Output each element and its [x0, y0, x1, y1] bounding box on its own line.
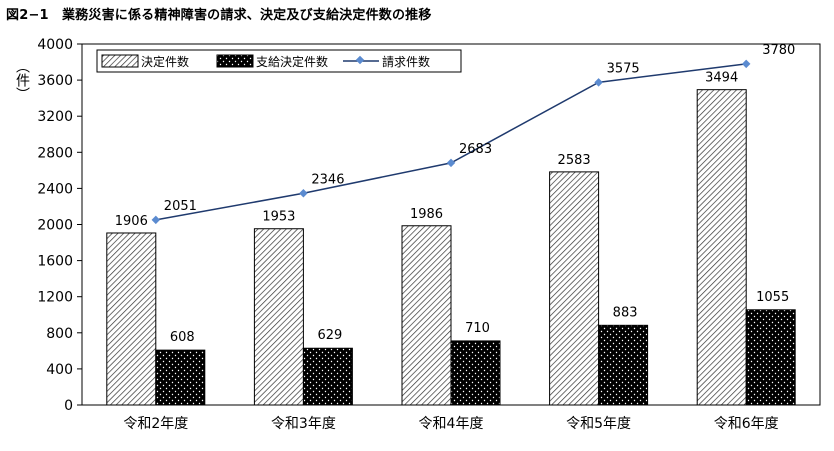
- y-tick-label: 3200: [37, 109, 73, 125]
- y-tick-label: 1600: [37, 254, 73, 270]
- data-label-payment: 710: [465, 321, 490, 336]
- legend-swatch-decision: [101, 54, 139, 68]
- data-label-decision: 1906: [115, 214, 148, 229]
- request-point: [446, 158, 456, 168]
- bar-decision: [549, 171, 600, 406]
- legend-marker-request: [355, 55, 365, 65]
- data-labels: 1906 608 1953 629 1986 710 2583 883 3494 1055 2051…: [115, 43, 796, 345]
- data-label-payment: 608: [170, 330, 195, 345]
- y-tick-label: 0: [64, 398, 73, 414]
- y-tick-label: 1200: [37, 290, 73, 306]
- y-tick-label: 2800: [37, 145, 73, 161]
- data-label-request: 2051: [164, 199, 197, 214]
- bar-decision: [401, 225, 452, 406]
- x-category-label: 令和4年度: [419, 416, 484, 432]
- data-label-payment: 883: [613, 305, 638, 320]
- data-label-decision: 1986: [410, 207, 443, 222]
- x-axis: 令和2年度 令和3年度 令和4年度 令和5年度 令和6年度: [123, 416, 778, 432]
- x-category-label: 令和5年度: [566, 416, 631, 432]
- data-label-request: 3575: [607, 61, 640, 76]
- bar-decision: [696, 89, 747, 406]
- data-label-request: 2683: [459, 142, 492, 157]
- bar-decision: [253, 228, 304, 406]
- y-tick-label: 4000: [37, 37, 73, 53]
- bar-payment: [450, 340, 501, 406]
- x-category-label: 令和6年度: [714, 416, 779, 432]
- legend-label-payment: 支給決定件数: [256, 54, 328, 69]
- request-point: [151, 215, 161, 225]
- request-point: [594, 78, 603, 87]
- data-label-payment: 1055: [756, 290, 789, 305]
- bar-payment: [598, 324, 649, 406]
- y-tick-label: 2400: [37, 181, 73, 197]
- request-point: [299, 189, 308, 198]
- x-category-label: 令和2年度: [123, 416, 188, 432]
- request-line: [151, 59, 751, 225]
- bar-payment: [302, 347, 353, 406]
- data-label-payment: 629: [317, 328, 342, 343]
- bar-payment: [155, 349, 206, 406]
- bar-payment: [745, 309, 796, 406]
- legend-swatch-payment: [216, 54, 254, 68]
- chart-title: 図2−1 業務災害に係る精神障害の請求、決定及び支給決定件数の推移: [6, 8, 432, 23]
- x-category-label: 令和3年度: [271, 416, 336, 432]
- data-label-request: 3780: [762, 43, 795, 58]
- y-axis-label: （件）: [14, 59, 30, 101]
- y-tick-label: 800: [46, 326, 73, 342]
- request-point: [741, 59, 751, 69]
- data-label-decision: 2583: [558, 153, 591, 168]
- request-line-path: [155, 63, 747, 221]
- y-tick-label: 400: [46, 362, 73, 378]
- bar-decision: [106, 232, 157, 406]
- legend: 決定件数 支給決定件数 請求件数: [96, 49, 462, 73]
- data-label-decision: 3494: [705, 71, 738, 86]
- legend-label-decision: 決定件数: [141, 54, 189, 69]
- y-tick-label: 3600: [37, 73, 73, 89]
- legend-label-request: 請求件数: [382, 54, 430, 69]
- y-axis: 0 400 800 1200 1600 2000 2400 2800 3200 3600 4000: [37, 37, 82, 414]
- bars: [106, 89, 796, 406]
- data-label-decision: 1953: [262, 210, 295, 225]
- data-label-request: 2346: [311, 172, 344, 187]
- y-tick-label: 2000: [37, 218, 73, 234]
